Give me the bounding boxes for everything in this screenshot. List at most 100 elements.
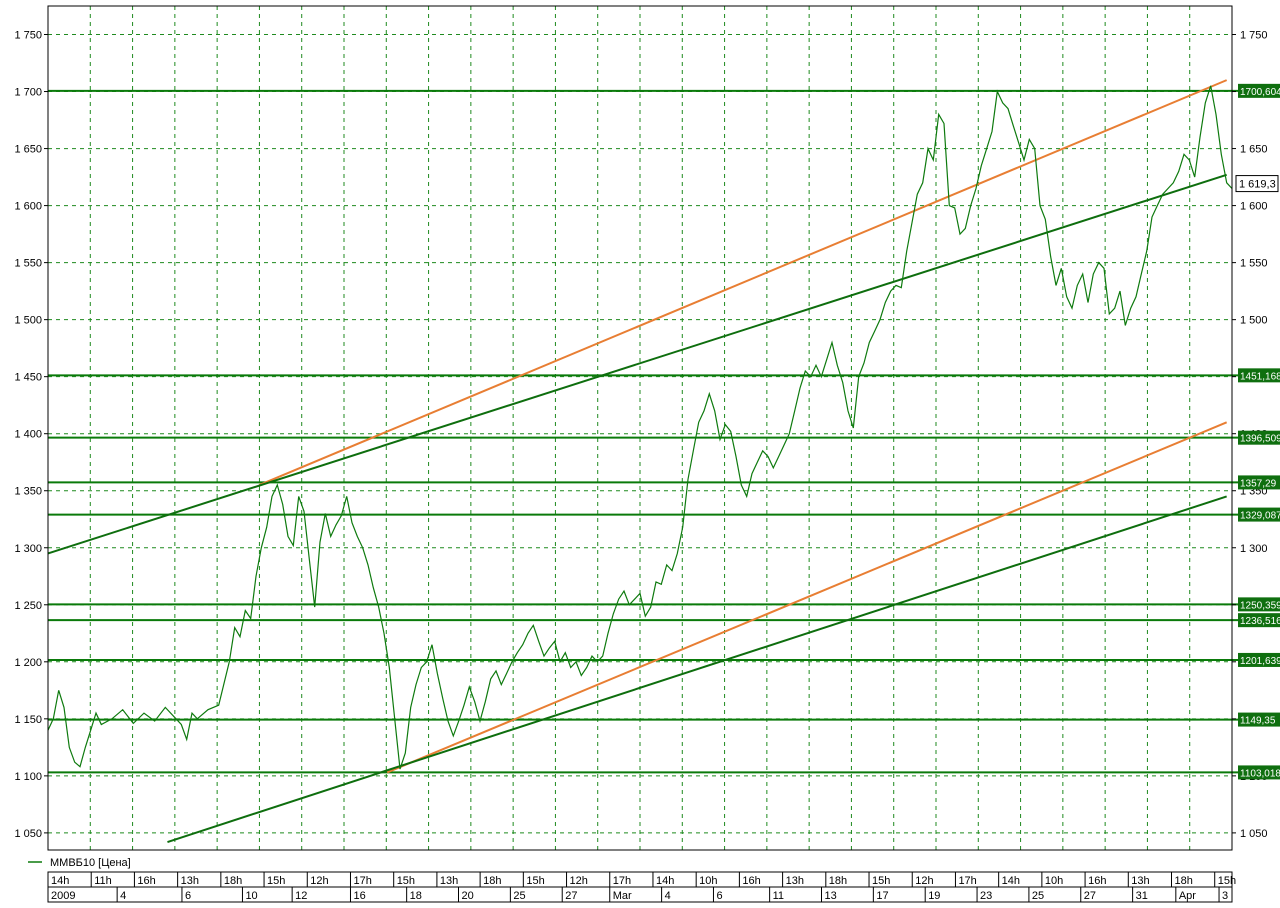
y-tick-label-left: 1 250 xyxy=(14,600,42,612)
time-label-bottom: 16 xyxy=(353,890,365,902)
time-label-top: 16h xyxy=(1088,875,1106,887)
time-label-bottom: 27 xyxy=(565,890,577,902)
time-label-bottom: 4 xyxy=(120,890,126,902)
level-label-box xyxy=(1238,712,1280,727)
series-line xyxy=(47,85,1233,770)
time-label-bottom: 3 xyxy=(1222,890,1228,902)
y-tick-label-left: 1 750 xyxy=(14,30,42,42)
last-price-box xyxy=(1235,175,1279,193)
level-label: 1700,604 xyxy=(1240,87,1280,98)
time-label-top: 18h xyxy=(829,875,847,887)
y-tick-label-left: 1 050 xyxy=(14,828,42,840)
horizontal-levels xyxy=(48,89,1280,774)
level-label-box xyxy=(1238,765,1280,780)
y-tick-label-right: 1 600 xyxy=(1240,201,1268,213)
y-tick-label-left: 1 650 xyxy=(14,144,42,156)
time-label-bottom: 27 xyxy=(1084,890,1096,902)
plot-frame xyxy=(47,5,1233,851)
level-label-box xyxy=(1238,507,1280,522)
trend-line-green xyxy=(47,173,1227,555)
y-tick-label-left: 1 550 xyxy=(14,258,42,270)
y-tick-label-left: 1 600 xyxy=(14,201,42,213)
time-label-bottom: 25 xyxy=(513,890,525,902)
level-label: 1149,35 xyxy=(1240,716,1276,727)
time-label-bottom: 31 xyxy=(1136,890,1148,902)
time-label-top: 17h xyxy=(613,875,631,887)
time-label-top: 13h xyxy=(1131,875,1149,887)
y-axis-left: 1 050 1 100 1 150 1 200 1 250 1 300 1 350 1 400… xyxy=(14,30,48,840)
time-label-top: 15h xyxy=(397,875,415,887)
time-label-top: 18h xyxy=(483,875,501,887)
legend-label: ММВБ10 [Цена] xyxy=(50,857,131,869)
level-label: 1201,639 xyxy=(1240,656,1280,667)
level-label-box xyxy=(1238,368,1280,383)
y-tick-label-left: 1 450 xyxy=(14,372,42,384)
level-label: 1357,29 xyxy=(1240,478,1277,489)
level-label-box xyxy=(1238,83,1280,98)
time-label-bottom: 23 xyxy=(980,890,992,902)
y-tick-label-left: 1 500 xyxy=(14,315,42,327)
level-label: 1396,509 xyxy=(1240,434,1280,445)
time-label-bottom: 6 xyxy=(716,890,722,902)
time-label-top: 15h xyxy=(267,875,285,887)
level-label: 1329,087 xyxy=(1240,511,1280,522)
y-tick-label-right: 1 550 xyxy=(1240,258,1268,270)
time-label-bottom: 25 xyxy=(1032,890,1044,902)
time-label-top: 15h xyxy=(872,875,890,887)
last-price-label: 1 619,3 xyxy=(1239,179,1276,191)
time-label-top: 12h xyxy=(915,875,933,887)
time-label-top: 14h xyxy=(51,875,69,887)
time-label-bottom: 2009 xyxy=(51,890,75,902)
time-label-bottom: 18 xyxy=(410,890,422,902)
y-tick-label-right: 1 300 xyxy=(1240,543,1268,555)
time-label-top: 13h xyxy=(440,875,458,887)
level-label: 1451,168 xyxy=(1240,371,1280,382)
grid-lines xyxy=(48,6,1232,850)
y-tick-label-right: 1 650 xyxy=(1240,144,1268,156)
plot-border xyxy=(47,5,1233,851)
time-label-top: 18h xyxy=(224,875,242,887)
level-label: 1103,018 xyxy=(1240,768,1280,779)
time-axis: 14h 11h 16h 13h 18h 15h 12h 17h 15h 13h 18h 15h 12h 1… xyxy=(47,871,1236,903)
time-label-bottom: 17 xyxy=(876,890,888,902)
time-label-bottom: 10 xyxy=(245,890,257,902)
y-tick-label-left: 1 150 xyxy=(14,714,42,726)
y-tick-label-left: 1 350 xyxy=(14,486,42,498)
time-label-top: 12h xyxy=(570,875,588,887)
time-label-bottom: 13 xyxy=(824,890,836,902)
level-label-box xyxy=(1238,597,1280,612)
trend-line-orange xyxy=(258,79,1228,486)
time-label-top: 15h xyxy=(1218,875,1236,887)
level-label-box xyxy=(1238,430,1280,445)
legend: ММВБ10 [Цена] xyxy=(28,857,131,869)
time-label-top: 13h xyxy=(181,875,199,887)
time-label-top: 16h xyxy=(742,875,760,887)
time-label-bottom: Apr xyxy=(1179,890,1196,902)
y-tick-label-left: 1 400 xyxy=(14,429,42,441)
y-tick-label-right: 1 500 xyxy=(1240,315,1268,327)
time-label-top: 14h xyxy=(656,875,674,887)
time-label-top: 14h xyxy=(1002,875,1020,887)
time-label-bottom: 4 xyxy=(665,890,671,902)
time-label-bottom: 6 xyxy=(185,890,191,902)
trend-lines xyxy=(47,79,1228,843)
y-tick-label-right: 1 750 xyxy=(1240,30,1268,42)
level-label: 1250,359 xyxy=(1240,600,1280,611)
trend-line-orange xyxy=(386,421,1228,774)
level-label-box xyxy=(1238,475,1280,490)
time-label-bottom: Mar xyxy=(613,890,632,902)
time-label-bottom: 12 xyxy=(295,890,307,902)
time-label-top: 18h xyxy=(1175,875,1193,887)
y-tick-label-left: 1 700 xyxy=(14,87,42,99)
time-label-top: 15h xyxy=(526,875,544,887)
y-tick-label-left: 1 300 xyxy=(14,543,42,555)
trend-line-green xyxy=(167,495,1227,843)
level-label-box xyxy=(1238,652,1280,667)
level-label: 1236,516 xyxy=(1240,616,1280,627)
time-label-top: 17h xyxy=(353,875,371,887)
time-label-top: 17h xyxy=(958,875,976,887)
y-tick-label-left: 1 200 xyxy=(14,657,42,669)
y-tick-label-right: 1 050 xyxy=(1240,828,1268,840)
time-label-top: 10h xyxy=(1045,875,1063,887)
